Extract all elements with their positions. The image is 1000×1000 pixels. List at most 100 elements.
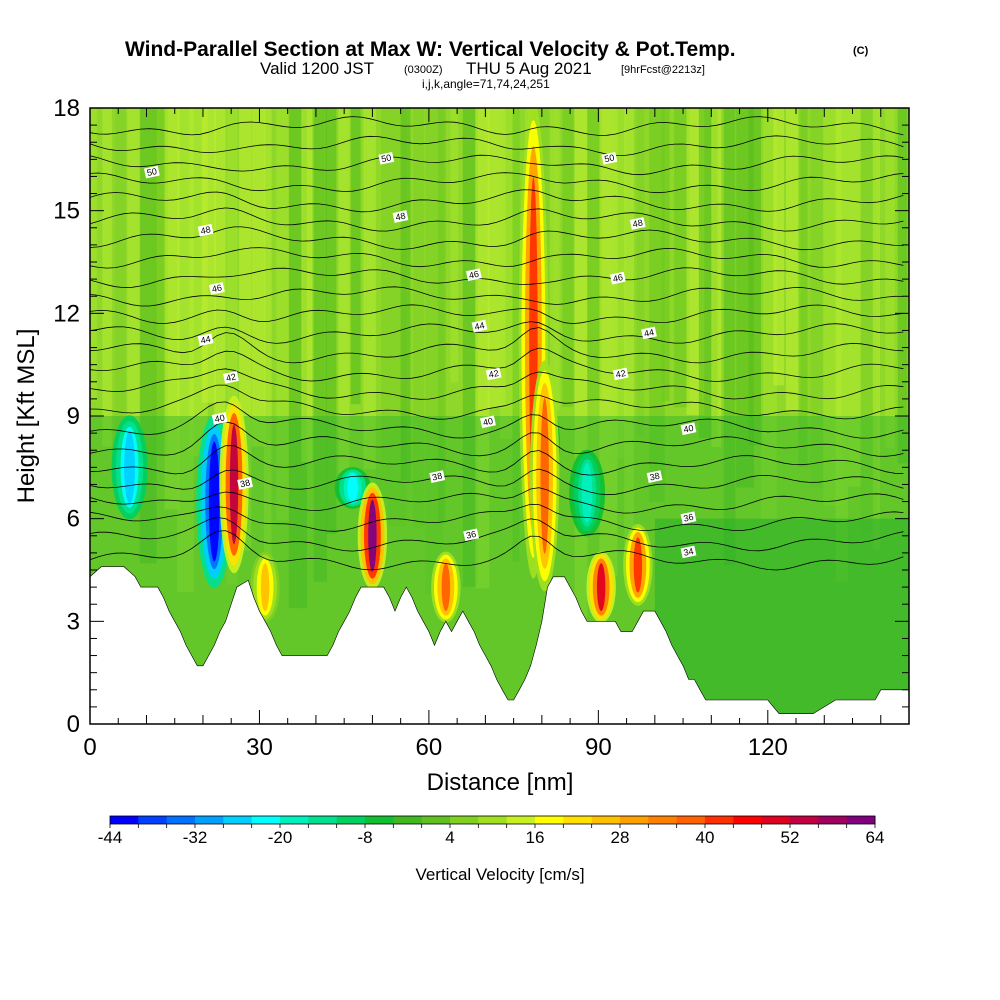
colorbar-swatch — [251, 816, 281, 824]
theta-label-text: 48 — [632, 217, 644, 229]
velocity-streak — [226, 108, 238, 585]
colorbar-swatch — [563, 816, 593, 824]
velocity-streak — [301, 108, 313, 463]
velocity-streak — [748, 108, 764, 446]
theta-label-text: 46 — [468, 269, 480, 281]
velocity-streak — [114, 108, 126, 442]
colorbar-swatch — [761, 816, 791, 824]
theta-contour — [90, 530, 904, 571]
theta-label: 48 — [392, 210, 409, 223]
updraft-core — [540, 398, 549, 554]
velocity-streak — [413, 108, 424, 528]
theta-label-bg — [197, 223, 214, 237]
velocity-streak — [450, 108, 459, 383]
velocity-streak — [897, 108, 908, 464]
theta-label-bg — [223, 371, 239, 384]
velocity-streak — [475, 108, 490, 589]
theta-label: 50 — [601, 151, 618, 165]
updraft-core — [441, 563, 451, 612]
theta-label-bg — [601, 151, 618, 165]
colorbar-swatch — [506, 816, 536, 824]
colorbar-tick-label: -32 — [183, 828, 208, 847]
theta-label-bg — [629, 217, 646, 230]
theta-contour — [90, 445, 904, 476]
downdraft-core — [581, 463, 593, 523]
theta-contour — [90, 189, 904, 213]
theta-contour — [90, 517, 904, 552]
velocity-streak — [214, 108, 226, 541]
theta-label-text: 42 — [488, 368, 500, 380]
theta-label-bg — [463, 528, 479, 542]
theta-label-text: 50 — [146, 166, 158, 178]
theta-label-bg — [144, 165, 160, 179]
theta-label: 40 — [680, 422, 697, 436]
colorbar-tick-label: 4 — [445, 828, 454, 847]
theta-label: 44 — [641, 326, 657, 340]
theta-label: 46 — [610, 271, 626, 285]
theta-label: 44 — [197, 333, 214, 347]
theta-contour — [90, 267, 904, 289]
colorbar-swatch — [195, 816, 224, 824]
theta-label-text: 50 — [603, 152, 615, 164]
velocity-streak — [661, 108, 670, 402]
downdraft-core — [208, 441, 220, 562]
theta-label-text: 34 — [683, 546, 695, 558]
theta-label-bg — [480, 415, 496, 429]
theta-label: 44 — [471, 319, 488, 333]
theta-contour — [90, 384, 904, 420]
velocity-streak — [636, 108, 645, 438]
colorbar-tick-label: 40 — [696, 828, 715, 847]
velocity-streak — [375, 108, 389, 501]
velocity-streak — [549, 108, 560, 411]
colorbar-tick-label: 28 — [611, 828, 630, 847]
theta-label-bg — [612, 367, 629, 381]
theta-label-bg — [680, 422, 697, 436]
theta-label-bg — [646, 470, 663, 483]
velocity-streak — [860, 108, 877, 535]
velocity-streak — [872, 108, 880, 550]
theta-label-bg — [485, 367, 502, 381]
velocity-streak — [711, 108, 722, 448]
velocity-streak — [276, 108, 290, 521]
y-tick-label: 12 — [53, 300, 80, 327]
velocity-streak — [164, 108, 180, 510]
theta-contour — [90, 304, 904, 325]
y-tick-label: 3 — [67, 608, 80, 635]
velocity-streak — [462, 108, 478, 587]
colorbar-swatch — [280, 816, 309, 824]
updraft-core — [633, 537, 643, 593]
colorbar-swatch — [846, 816, 876, 824]
theta-label-text: 42 — [225, 371, 237, 383]
velocity-streak — [251, 108, 266, 447]
theta-label-text: 44 — [643, 327, 655, 339]
x-tick-label: 0 — [83, 734, 96, 761]
theta-contour — [90, 468, 904, 496]
y-tick-label: 0 — [67, 711, 80, 738]
colorbar-swatch — [365, 816, 394, 824]
theta-contour — [90, 172, 904, 194]
velocity-streak — [512, 108, 520, 562]
colorbar-swatch — [535, 816, 564, 824]
velocity-streak — [723, 108, 736, 566]
colorbar-tick-label: -20 — [268, 828, 293, 847]
y-axis-label: Height [Kft MSL] — [13, 329, 40, 504]
colorbar-swatch — [733, 816, 763, 824]
colorbar-swatch — [648, 816, 678, 824]
velocity-streak — [152, 108, 168, 455]
theta-label-bg — [466, 268, 482, 282]
x-tick-label: 30 — [246, 734, 273, 761]
colorbar-swatch — [393, 816, 423, 824]
velocity-streak — [263, 108, 272, 556]
theta-label-bg — [641, 326, 657, 340]
theta-label-text: 40 — [214, 412, 226, 424]
theta-contour — [90, 503, 904, 532]
velocity-streak — [326, 108, 337, 535]
theta-label: 46 — [209, 282, 225, 295]
theta-contour — [90, 327, 904, 364]
colorbar-swatch — [676, 816, 706, 824]
title-main-mark: (C) — [853, 45, 869, 57]
velocity-streak — [649, 108, 665, 502]
theta-label-bg — [680, 511, 697, 525]
theta-label-bg — [471, 319, 488, 333]
theta-label: 36 — [463, 528, 479, 542]
